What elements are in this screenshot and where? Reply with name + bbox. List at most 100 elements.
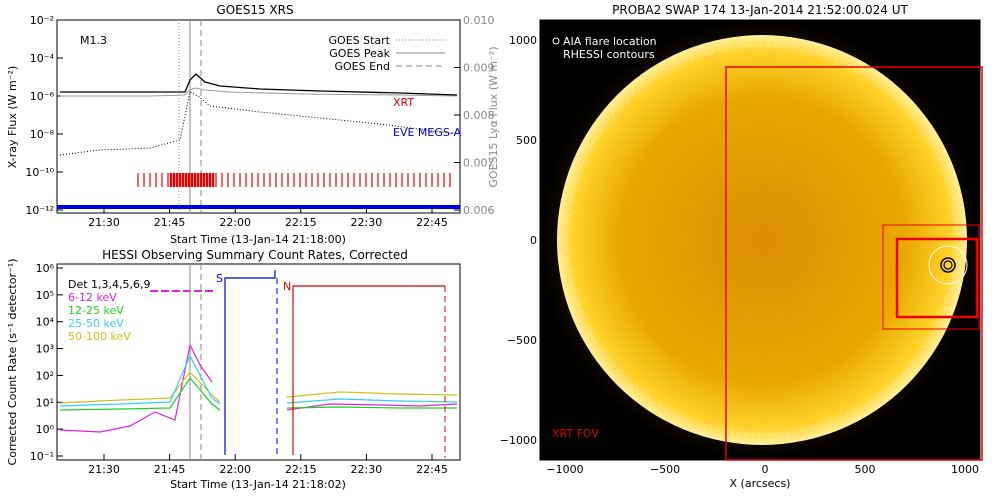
hessi-50-100-post (286, 391, 458, 398)
swap-x-tick-label: 1000 (951, 463, 979, 476)
hessi-y-tick-label: 10⁰ (36, 423, 55, 436)
hessi-y-tick-label: 10⁻¹ (30, 450, 54, 463)
swap-y-tick-label: 500 (516, 134, 537, 147)
hessi-n-marker: N (283, 280, 291, 293)
hessi-x-label: Start Time (13-Jan-14 21:18:02) (170, 478, 346, 491)
swap-title: PROBA2 SWAP 174 13-Jan-2014 21:52:00.024… (612, 3, 908, 17)
hessi-x-tick-label: 22:45 (416, 463, 448, 476)
hessi-x-tick-label: 22:00 (219, 463, 251, 476)
goes-title: GOES15 XRS (216, 3, 293, 17)
hessi-title: HESSI Observing Summary Count Rates, Cor… (102, 248, 408, 262)
goes-y2-tick-label: 0.010 (463, 14, 495, 27)
hessi-legend-item: 50-100 keV (68, 330, 131, 343)
goes-axes (56, 19, 461, 214)
goes-x-ticks: 21:30 21:45 22:00 22:15 22:30 22:45 (88, 207, 448, 229)
goes-lya-series (60, 87, 458, 97)
hessi-y-tick-label: 10³ (36, 343, 54, 356)
goes-xrt-label: XRT (393, 96, 414, 109)
goes-x-tick-label: 21:30 (88, 216, 120, 229)
hessi-y-tick-label: 10⁵ (36, 289, 54, 302)
hessi-y-ticks: 10⁶ 10⁵ 10⁴ 10³ 10² 10¹ 10⁰ 10⁻¹ (30, 262, 63, 463)
swap-x-label: X (arcsecs) (730, 477, 791, 490)
swap-y-tick-label: 0 (530, 234, 537, 247)
hessi-x-tick-label: 22:15 (285, 463, 317, 476)
hessi-saa-bracket (224, 270, 276, 455)
goes-x-label: Start Time (13-Jan-14 21:18:00) (170, 233, 346, 246)
goes-y-tick-label: 10⁻⁶ (30, 90, 55, 103)
goes-flare-class: M1.3 (80, 34, 107, 47)
xrt-fov-label: XRT FOV (552, 427, 599, 440)
goes-legend-peak: GOES Peak (329, 47, 390, 60)
goes-y-tick-label: 10⁻¹² (25, 204, 54, 217)
hessi-6-12-series (59, 343, 213, 433)
hessi-legend-item: Det 1,3,4,5,6,9 (68, 278, 151, 291)
goes-x-tick-label: 22:45 (416, 216, 448, 229)
hessi-legend-item: 12-25 keV (68, 304, 124, 317)
goes-y2-tick-label: 0.008 (463, 109, 495, 122)
goes-y-tick-label: 10⁻¹⁰ (25, 166, 54, 179)
goes-y2-tick-label: 0.007 (463, 157, 495, 170)
hessi-y-tick-label: 10⁴ (36, 316, 55, 329)
goes-y2-ticks: 0.010 0.009 0.008 0.007 0.006 (454, 14, 495, 217)
hessi-12-25-post (286, 406, 457, 409)
swap-legend-aia: AIA flare location (563, 35, 657, 48)
rhessi-contour-inner (943, 260, 953, 270)
hessi-6-12-post (286, 403, 458, 411)
swap-x-tick-label: −500 (650, 463, 680, 476)
hessi-fov-box (882, 224, 980, 330)
goes-y-ticks: 10⁻² 10⁻⁴ 10⁻⁶ 10⁻⁸ 10⁻¹⁰ 10⁻¹² (25, 14, 63, 217)
goes-x-tick-label: 22:00 (219, 216, 251, 229)
hessi-x-tick-label: 21:45 (154, 463, 186, 476)
swap-y-tick-label: −500 (507, 334, 537, 347)
goes-y-tick-label: 10⁻⁸ (30, 128, 55, 141)
hessi-night-bracket (292, 285, 445, 455)
swap-x-ticks: −1000 −500 0 500 1000 (546, 454, 979, 476)
hessi-x-ticks: 21:30 21:45 22:00 22:15 22:30 22:45 (88, 454, 448, 476)
hessi-y-label: Corrected Count Rate (s⁻¹ detector⁻¹) (6, 259, 19, 466)
hessi-legend-item: 6-12 keV (68, 291, 117, 304)
goes-x-tick-label: 22:15 (285, 216, 317, 229)
hessi-s-marker: S (216, 272, 223, 285)
goes-y2-tick-label: 0.009 (463, 62, 495, 75)
rhessi-image-box (895, 237, 979, 319)
hessi-x-tick-label: 22:30 (351, 463, 383, 476)
goes-y-label: X-ray Flux (W m⁻²) (6, 66, 19, 168)
hessi-x-tick-label: 21:30 (88, 463, 120, 476)
swap-y-tick-label: 1000 (509, 34, 537, 47)
swap-panel: PROBA2 SWAP 174 13-Jan-2014 21:52:00.024… (500, 3, 983, 490)
hessi-axes (56, 263, 461, 461)
goes-panel: GOES15 XRS 10⁻² 10⁻⁴ 10⁻⁶ 10⁻⁸ 10⁻¹⁰ 10⁻¹² 0.… (6, 3, 500, 246)
legend-rhessi-marker (552, 50, 560, 58)
hessi-y-tick-label: 10⁶ (36, 262, 55, 275)
hessi-y-tick-label: 10¹ (36, 396, 54, 409)
hessi-y-tick-label: 10² (36, 369, 54, 382)
goes-legend-start: GOES Start (329, 34, 391, 47)
aia-flare-location (928, 245, 968, 285)
hessi-12-25-series (59, 377, 221, 411)
rhessi-contour (940, 257, 956, 273)
swap-x-tick-label: −1000 (546, 463, 583, 476)
goes-xray-long-series (60, 73, 458, 96)
hessi-legend-item: 25-50 keV (68, 317, 124, 330)
goes-x-tick-label: 21:45 (154, 216, 186, 229)
swap-y-ticks: 1000 500 0 −500 −1000 (500, 34, 546, 447)
sun-disk (557, 35, 967, 445)
xrt-fov-box (725, 66, 983, 461)
swap-x-tick-label: 0 (762, 463, 769, 476)
swap-legend-rhessi: RHESSI contours (563, 48, 655, 61)
goes-legend-end: GOES End (334, 60, 390, 73)
goes-eve-label: EVE MEGS-A (393, 126, 462, 139)
goes-xrt-bars (137, 173, 451, 187)
goes-y-tick-label: 10⁻⁴ (30, 52, 55, 65)
hessi-panel: HESSI Observing Summary Count Rates, Cor… (6, 248, 461, 491)
goes-x-tick-label: 22:30 (351, 216, 383, 229)
hessi-25-50-series (59, 354, 221, 407)
goes-legend: GOES Start GOES Peak GOES End (329, 34, 445, 73)
swap-x-tick-label: 500 (855, 463, 876, 476)
legend-aia-marker (552, 37, 560, 45)
swap-y-tick-label: −1000 (500, 434, 537, 447)
hessi-50-100-series (59, 371, 221, 404)
goes-y-tick-label: 10⁻² (30, 14, 54, 27)
